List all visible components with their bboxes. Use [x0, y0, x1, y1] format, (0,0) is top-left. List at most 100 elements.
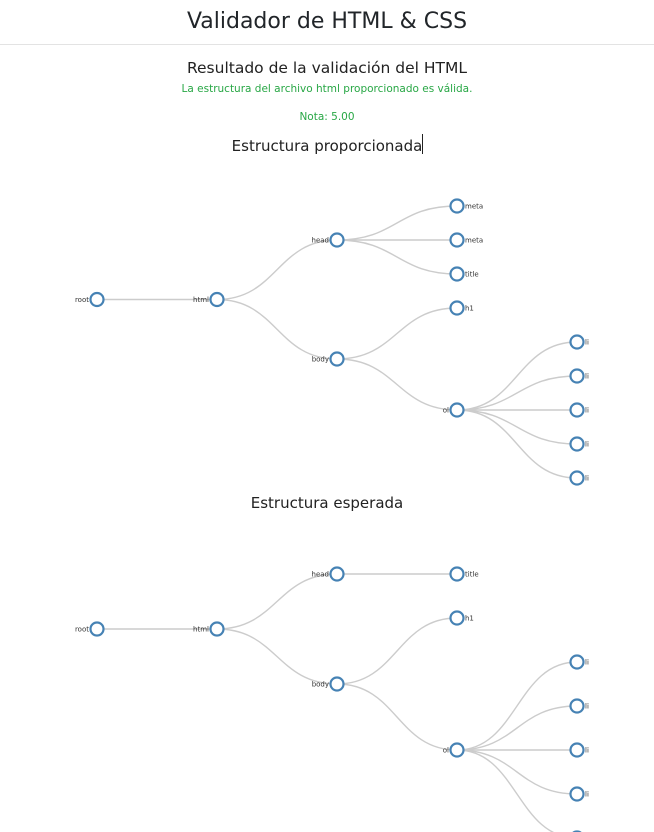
tree-node-circle[interactable]: [329, 676, 345, 692]
tree-node-circle[interactable]: [89, 291, 105, 308]
tree-node-meta[interactable]: meta: [449, 198, 484, 214]
tree-node-circle[interactable]: [569, 654, 585, 670]
tree-node-circle[interactable]: [329, 232, 345, 248]
tree-node-label: body: [312, 681, 329, 689]
tree-node-h1[interactable]: h1: [449, 610, 474, 626]
tree-node-circle[interactable]: [329, 566, 345, 582]
tree-node-label: root: [75, 296, 89, 304]
tree-node-label: li: [585, 339, 589, 347]
app-title: Validador de HTML & CSS: [186, 9, 468, 34]
page-header: Validador de HTML & CSS: [0, 0, 654, 45]
tree-node-label: li: [585, 659, 589, 667]
tree-node-root[interactable]: root: [75, 291, 105, 308]
tree-node-meta[interactable]: meta: [449, 232, 484, 248]
tree-links: [97, 573, 578, 832]
provided-structure-title: Estructura proporcionada: [231, 137, 423, 155]
tree-node-label: li: [585, 791, 589, 799]
tree-node-circle[interactable]: [449, 610, 465, 626]
tree-node-label: ol: [443, 407, 449, 415]
tree-node-circle[interactable]: [449, 402, 465, 418]
tree-node-label: meta: [465, 203, 483, 211]
tree-node-circle[interactable]: [569, 698, 585, 714]
tree-node-circle[interactable]: [449, 742, 465, 758]
tree-link: [216, 628, 338, 685]
tree-node-li[interactable]: li: [569, 334, 589, 350]
tree-node-li[interactable]: li: [569, 742, 589, 758]
tree-node-label: li: [585, 373, 589, 381]
tree-node-label: ol: [443, 747, 449, 755]
tree-node-label: head: [312, 237, 329, 245]
tree-node-li[interactable]: li: [569, 654, 589, 670]
tree-node-label: li: [585, 475, 589, 483]
tree-node-body[interactable]: body: [312, 676, 345, 692]
tree-node-li[interactable]: li: [569, 402, 589, 418]
result-message: La estructura del archivo html proporcio…: [181, 83, 473, 95]
tree-link: [336, 205, 458, 241]
tree-node-root[interactable]: root: [75, 621, 105, 637]
tree-link: [456, 409, 578, 479]
tree-link: [336, 239, 458, 275]
tree-node-circle[interactable]: [329, 351, 345, 367]
tree-node-html[interactable]: html: [193, 621, 225, 637]
tree-link: [336, 617, 458, 685]
tree-node-circle[interactable]: [449, 266, 465, 282]
tree-node-circle[interactable]: [449, 566, 465, 582]
tree-node-circle[interactable]: [209, 621, 225, 637]
tree-node-li[interactable]: li: [569, 698, 589, 714]
tree-node-circle[interactable]: [569, 402, 585, 418]
tree-node-circle[interactable]: [569, 368, 585, 384]
tree-link: [216, 573, 338, 630]
tree-node-h1[interactable]: h1: [449, 300, 474, 316]
tree-node-circle[interactable]: [569, 786, 585, 802]
tree-links: [97, 205, 578, 479]
tree-node-label: html: [193, 296, 209, 304]
tree-node-circle[interactable]: [569, 436, 585, 452]
tree-node-ol[interactable]: ol: [443, 742, 465, 758]
tree-link: [456, 409, 578, 445]
tree-node-label: li: [585, 703, 589, 711]
tree-node-li[interactable]: li: [569, 368, 589, 384]
tree-link: [456, 341, 578, 411]
tree-node-label: title: [465, 271, 479, 279]
tree-link: [456, 661, 578, 751]
tree-link: [456, 749, 555, 832]
tree-node-circle[interactable]: [569, 742, 585, 758]
tree-node-label: h1: [465, 305, 474, 313]
tree-node-circle[interactable]: [449, 198, 465, 214]
tree-node-li[interactable]: li: [569, 470, 589, 486]
tree-node-circle[interactable]: [449, 300, 465, 316]
tree-link: [456, 375, 578, 411]
tree-nodes: meta meta title head h1 li li li li li ol body html r…: [75, 198, 589, 486]
tree-node-body[interactable]: body: [312, 351, 345, 367]
tree-node-circle[interactable]: [569, 334, 585, 350]
tree-link: [216, 298, 338, 360]
tree-node-label: meta: [465, 237, 483, 245]
tree-node-circle[interactable]: [89, 621, 105, 637]
tree-node-head[interactable]: head: [312, 566, 345, 582]
tree-node-html[interactable]: html: [193, 291, 225, 308]
tree-node-circle[interactable]: [569, 470, 585, 486]
tree-node-circle[interactable]: [209, 291, 225, 308]
provided-structure-tree: meta meta title head h1 li li li li li ol body html r…: [75, 198, 589, 486]
text-cursor: [422, 134, 423, 154]
tree-node-ol[interactable]: ol: [443, 402, 465, 418]
tree-node-circle[interactable]: [449, 232, 465, 248]
tree-node-title[interactable]: title: [449, 266, 479, 282]
tree-node-label: h1: [465, 615, 474, 623]
tree-node-li[interactable]: li: [569, 436, 589, 452]
tree-node-label: li: [585, 747, 589, 755]
tree-node-title[interactable]: title: [449, 566, 479, 582]
tree-link: [456, 705, 578, 751]
tree-node-label: li: [585, 407, 589, 415]
tree-node-li[interactable]: li: [569, 786, 589, 802]
result-grade: Nota: 5.00: [299, 111, 355, 123]
tree-node-head[interactable]: head: [312, 232, 345, 248]
tree-link: [456, 749, 578, 795]
tree-node-label: body: [312, 356, 329, 364]
tree-link: [336, 358, 458, 411]
tree-node-label: head: [312, 571, 329, 579]
tree-node-label: li: [585, 441, 589, 449]
tree-link: [336, 683, 458, 751]
